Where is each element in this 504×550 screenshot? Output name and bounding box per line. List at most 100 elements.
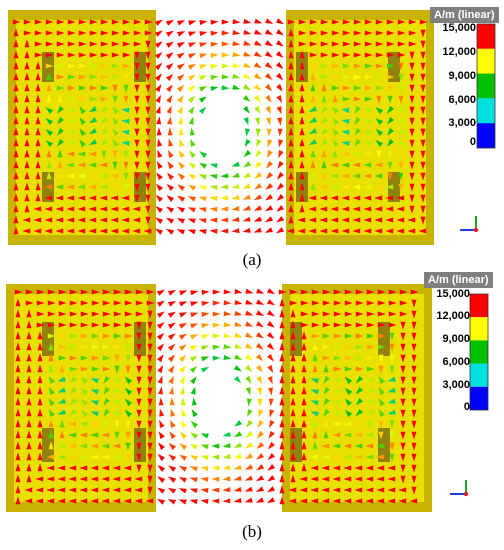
field-arrow <box>13 160 19 169</box>
field-arrow <box>123 465 132 471</box>
field-arrow <box>136 442 142 451</box>
field-arrow <box>244 332 254 338</box>
field-arrow <box>388 311 397 317</box>
field-arrow <box>365 465 374 471</box>
field-arrow <box>113 344 122 350</box>
field-arrow <box>332 128 340 137</box>
field-arrow <box>80 322 89 328</box>
field-arrow <box>177 31 186 37</box>
field-arrow <box>409 139 415 148</box>
field-arrow <box>112 389 121 395</box>
field-arrow <box>179 431 188 440</box>
field-arrow <box>135 300 144 306</box>
field-arrow <box>112 106 119 115</box>
field-arrow <box>411 365 417 374</box>
field-arrow <box>288 204 294 213</box>
field-arrow <box>256 430 265 439</box>
field-arrow <box>66 118 75 124</box>
field-arrow <box>91 333 100 339</box>
field-arrow <box>310 378 319 384</box>
field-arrow <box>319 228 328 234</box>
field-arrow <box>266 160 273 169</box>
field-arrow <box>25 300 34 306</box>
field-arrow <box>155 105 161 114</box>
field-arrow <box>332 465 341 471</box>
field-arrow <box>323 419 329 428</box>
field-arrow <box>212 355 221 361</box>
field-arrow <box>245 299 254 305</box>
field-arrow <box>389 354 395 363</box>
field-arrow <box>68 498 77 504</box>
field-arrow <box>179 290 188 296</box>
field-arrow <box>233 464 242 470</box>
field-arrow <box>78 19 87 25</box>
field-arrow <box>158 386 164 395</box>
field-arrow <box>257 398 263 407</box>
field-arrow <box>46 465 55 471</box>
field-arrow <box>420 150 426 159</box>
field-arrow <box>37 452 43 461</box>
field-arrow <box>301 353 307 362</box>
field-arrow <box>243 105 250 114</box>
field-arrow <box>168 465 177 472</box>
field-arrow <box>332 378 341 384</box>
field-arrow <box>178 488 187 494</box>
field-arrow <box>374 162 383 168</box>
field-arrow <box>178 477 187 483</box>
field-arrow <box>147 376 153 385</box>
field-arrow <box>354 443 363 449</box>
field-arrow <box>290 375 296 384</box>
field-arrow <box>290 441 296 450</box>
field-arrow <box>288 487 297 493</box>
field-arrow <box>320 138 329 147</box>
field-arrow <box>363 119 373 125</box>
field-arrow <box>24 182 30 191</box>
field-arrow <box>300 300 309 306</box>
colorbar-segment <box>477 123 495 148</box>
field-arrow <box>409 498 418 504</box>
field-arrow <box>198 162 208 169</box>
field-arrow <box>289 300 298 306</box>
field-arrow <box>135 289 144 295</box>
field-arrow <box>134 106 140 115</box>
field-arrow <box>90 476 99 482</box>
field-arrow <box>386 30 395 36</box>
field-arrow <box>188 173 197 180</box>
field-arrow <box>57 376 66 382</box>
field-arrow <box>264 216 274 223</box>
caption-b: (b) <box>242 522 262 541</box>
field-arrow <box>408 30 417 36</box>
field-arrow <box>279 353 285 362</box>
field-arrow <box>244 128 250 137</box>
field-arrow <box>223 343 232 350</box>
field-arrow <box>26 463 32 472</box>
field-arrow <box>124 300 133 306</box>
field-arrow <box>147 420 153 429</box>
field-arrow <box>77 184 86 190</box>
field-arrow <box>254 172 263 179</box>
field-arrow <box>354 465 363 471</box>
field-arrow <box>15 485 21 494</box>
field-arrow <box>364 30 373 36</box>
field-arrow <box>145 161 151 170</box>
field-arrow <box>420 183 426 192</box>
field-arrow <box>24 39 30 48</box>
field-arrow <box>311 333 320 339</box>
field-arrow <box>79 117 86 126</box>
legend-tick-b-4: 3,000 <box>442 379 470 391</box>
field-arrow <box>66 107 75 113</box>
field-arrow <box>321 476 330 482</box>
colorbar-segment <box>477 73 495 99</box>
field-arrow <box>223 354 232 360</box>
field-arrow <box>111 52 120 58</box>
field-arrow <box>344 311 353 317</box>
field-arrow <box>156 322 165 329</box>
legend-tick-b-0: 15,000 <box>436 288 470 300</box>
field-arrow <box>77 162 86 168</box>
field-arrow <box>159 408 165 417</box>
field-arrow <box>398 183 404 192</box>
field-arrow <box>167 300 177 307</box>
field-arrow <box>344 376 353 385</box>
field-arrow <box>155 194 164 203</box>
field-arrow <box>145 205 151 214</box>
